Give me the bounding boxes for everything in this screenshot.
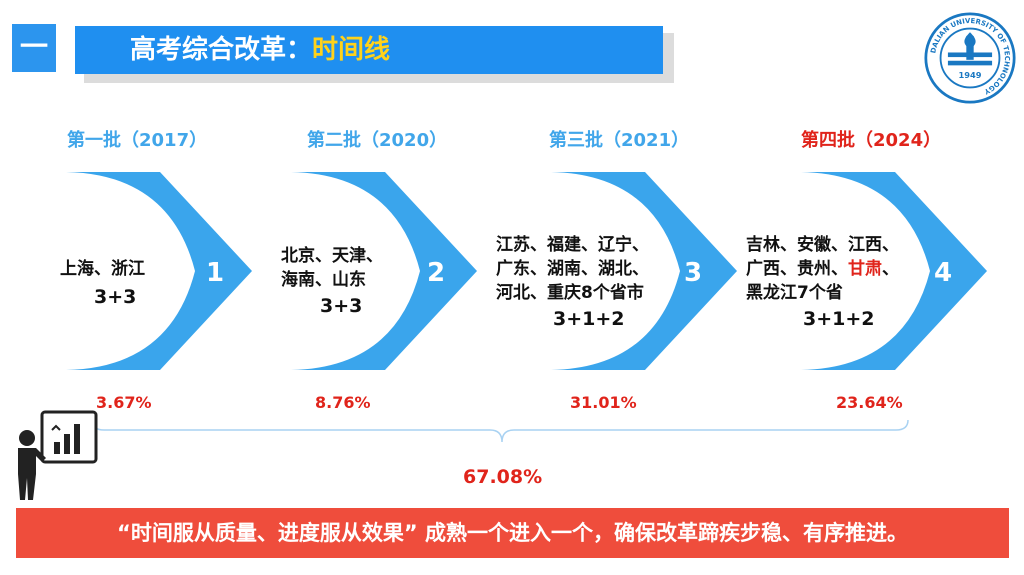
bottom-banner: “时间服从质量、进度服从效果” 成熟一个进入一个，确保改革蹄疾步稳、有序推进。 <box>16 508 1009 558</box>
logo-year: 1949 <box>958 70 981 80</box>
total-percent: 67.08% <box>463 466 543 488</box>
batch-3-percent: 31.01% <box>570 393 637 412</box>
batch-4-provinces-line-1: 吉林、安徽、江西、 <box>746 235 899 255</box>
university-logo-icon: DALIAN UNIVERSITY OF TECHNOLOGY 1949 <box>924 12 1016 104</box>
batch-4-number: 4 <box>934 258 952 288</box>
batch-2-chevron: 2 <box>291 172 477 370</box>
batch-3-number: 3 <box>684 258 702 288</box>
batch-4-provinces-part: 广西、贵州、 <box>746 259 848 279</box>
batch-4-provinces-line-2: 广西、贵州、甘肃、 <box>746 257 899 281</box>
batch-1-chevron: 1 <box>66 172 252 370</box>
batch-4-chevron: 4 <box>801 172 987 370</box>
batch-3-provinces-line-1: 江苏、福建、辽宁、 <box>496 235 649 255</box>
presenter-chart-icon <box>18 410 98 500</box>
batch-3-provinces-line-2: 广东、湖南、湖北、 <box>496 259 649 279</box>
batch-1-title: 第一批（2017） <box>67 130 208 151</box>
page-title-main: 高考综合改革： <box>130 35 313 65</box>
batch-3-title: 第三批（2021） <box>549 130 690 151</box>
batch-2-provinces-line-1: 北京、天津、 <box>281 246 383 266</box>
batch-1-formula: 3+3 <box>94 286 137 308</box>
batch-1-percent: 3.67% <box>96 393 152 412</box>
batch-4-provinces-line-3: 黑龙江7个省 <box>746 283 843 303</box>
batch-3-chevron: 3 <box>551 172 737 370</box>
batch-3-provinces-line-3: 河北、重庆8个省市 <box>496 283 644 303</box>
batch-2-title: 第二批（2020） <box>307 130 448 151</box>
batch-2-provinces-line-2: 海南、山东 <box>281 270 366 290</box>
batch-4-title: 第四批（2024） <box>801 130 942 151</box>
batch-4-highlight-province: 甘肃 <box>848 259 882 279</box>
batch-2-percent: 8.76% <box>315 393 371 412</box>
page-title-highlight: 时间线 <box>312 35 391 65</box>
batch-1-number: 1 <box>206 258 224 288</box>
page-title: 高考综合改革：时间线 <box>130 26 390 74</box>
batch-4-formula: 3+1+2 <box>803 308 875 330</box>
total-brace <box>91 419 909 443</box>
section-number-badge: 一 <box>12 24 56 72</box>
batch-4-percent: 23.64% <box>836 393 903 412</box>
batch-1-provinces: 上海、浙江 <box>60 259 145 279</box>
batch-2-formula: 3+3 <box>320 295 363 317</box>
batch-2-number: 2 <box>427 258 445 288</box>
title-bar <box>75 26 663 74</box>
batch-3-formula: 3+1+2 <box>553 308 625 330</box>
batch-4-provinces-sep: 、 <box>882 259 899 279</box>
